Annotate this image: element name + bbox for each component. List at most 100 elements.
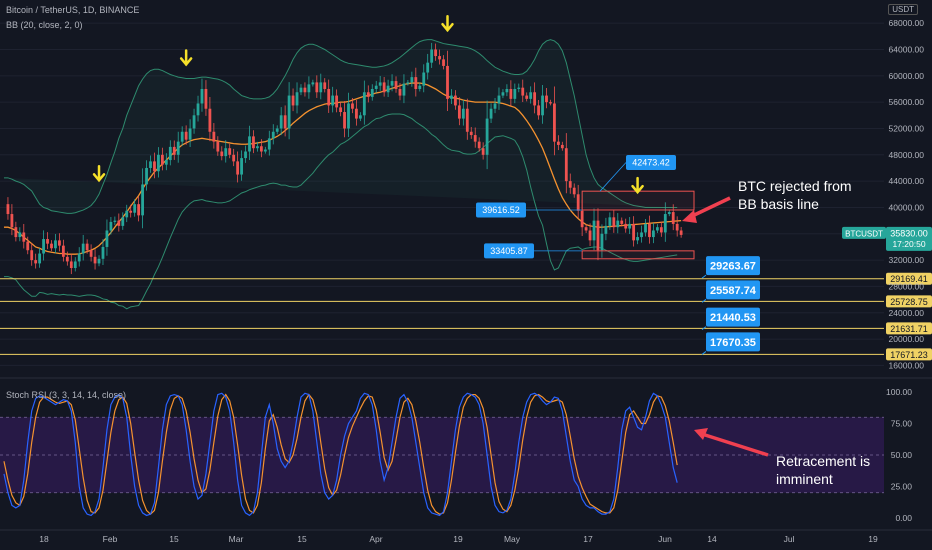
time-tick-4: 15	[297, 534, 307, 544]
candles	[6, 42, 683, 275]
price-tick-2: 24000.00	[889, 308, 925, 318]
candle-body	[358, 115, 362, 119]
candle-body	[560, 144, 564, 149]
candle-body	[157, 154, 160, 172]
price-tick-3: 28000.00	[889, 281, 925, 291]
candle-body	[14, 227, 18, 238]
stoch-k-line	[3, 392, 678, 517]
candle-body	[141, 184, 144, 216]
time-tick-9: Jun	[658, 534, 672, 544]
candle-body	[252, 136, 255, 149]
time-tick-7: May	[504, 534, 521, 544]
stoch-zone	[0, 417, 884, 493]
candle-body	[469, 131, 473, 136]
price-callout-label-0: 42473.42	[632, 158, 670, 168]
candle-body	[600, 233, 604, 251]
candle-body	[22, 232, 26, 242]
candle-body	[580, 210, 584, 228]
candle-body	[402, 83, 406, 96]
candle-body	[442, 59, 445, 66]
candle-body	[667, 212, 671, 215]
candle-body	[636, 237, 639, 241]
candle-body	[576, 194, 580, 211]
candle-body	[545, 95, 548, 103]
candle-body	[394, 81, 398, 89]
candle-body	[89, 250, 93, 257]
candle-body	[263, 149, 267, 152]
currency-unit[interactable]: USDT	[888, 4, 918, 15]
candle-body	[592, 220, 596, 241]
candle-body	[347, 103, 350, 129]
price-tick-13: 68000.00	[889, 18, 925, 28]
candle-body	[248, 136, 251, 152]
candle-body	[113, 220, 117, 222]
price-tick-10: 56000.00	[889, 97, 925, 107]
candle-body	[612, 217, 616, 228]
price-axis: 16000.00 20000.00 24000.00 28000.00 32000.00…	[842, 18, 932, 370]
price-tick-0: 16000.00	[889, 360, 925, 370]
countdown-label: 17:20:50	[892, 239, 925, 249]
candle-body	[26, 241, 30, 251]
candle-body	[608, 217, 612, 226]
candle-body	[493, 103, 497, 109]
target-label-1: 25587.74	[710, 285, 757, 297]
stoch-tick-0: 0.00	[895, 513, 912, 523]
candle-body	[279, 115, 283, 129]
support-tag-1	[886, 295, 932, 308]
target-leader-1	[701, 298, 707, 303]
time-tick-0: 18	[39, 534, 49, 544]
candle-body	[675, 223, 679, 231]
candle-body	[362, 92, 366, 116]
candle-body	[125, 210, 129, 218]
stoch-annotation-line-2: imminent	[776, 471, 833, 487]
candle-body	[604, 225, 608, 234]
candle-body	[366, 92, 370, 97]
annotations: 42473.42 39616.52 33405.87 BTC rejected fro…	[92, 14, 852, 260]
candle-body	[109, 221, 113, 231]
candle-body	[339, 107, 342, 113]
target-leader-0	[701, 274, 707, 279]
candle-body	[34, 260, 38, 264]
candle-body	[117, 220, 121, 226]
support-tag-label-0: 29169.41	[890, 274, 928, 284]
candle-body	[303, 87, 307, 93]
support-tag-label-2: 21631.71	[890, 324, 928, 334]
candle-body	[160, 154, 164, 165]
candle-body	[430, 49, 434, 63]
candle-body	[271, 131, 275, 139]
candle-body	[382, 82, 386, 93]
candle-body	[204, 88, 208, 109]
time-tick-2: 15	[169, 534, 179, 544]
candle-body	[54, 240, 57, 249]
candle-body	[46, 239, 49, 244]
candle-body	[145, 167, 148, 185]
support-levels: 29169.41 25728.75 21631.71 17671.23 29263.67…	[0, 256, 932, 361]
price-tick-9: 52000.00	[889, 123, 925, 133]
candle-body	[489, 108, 493, 119]
candle-body	[343, 112, 346, 129]
target-box-2	[706, 307, 760, 327]
candle-body	[315, 82, 319, 93]
candle-body	[256, 146, 259, 149]
candle-body	[287, 95, 291, 129]
support-zone	[581, 250, 695, 260]
candle-body	[648, 223, 651, 238]
time-tick-3: Mar	[229, 534, 244, 544]
support-tag-label-1: 25728.75	[890, 297, 928, 307]
symbol-tag-label: BTCUSDT	[845, 229, 883, 238]
candle-body	[323, 82, 327, 89]
candle-body	[652, 230, 655, 238]
stoch-tick-3: 75.00	[891, 419, 913, 429]
target-label-2: 21440.53	[710, 312, 756, 324]
symbol-tag	[842, 226, 886, 239]
target-label-3: 17670.35	[710, 337, 756, 349]
support-tag-3	[886, 348, 932, 361]
candle-body	[172, 146, 176, 155]
support-tag-label-3: 17671.23	[890, 350, 928, 360]
candle-body	[537, 105, 540, 116]
candle-body	[121, 217, 125, 226]
candle-body	[224, 148, 228, 157]
candle-body	[232, 154, 236, 162]
candle-body	[184, 131, 188, 140]
